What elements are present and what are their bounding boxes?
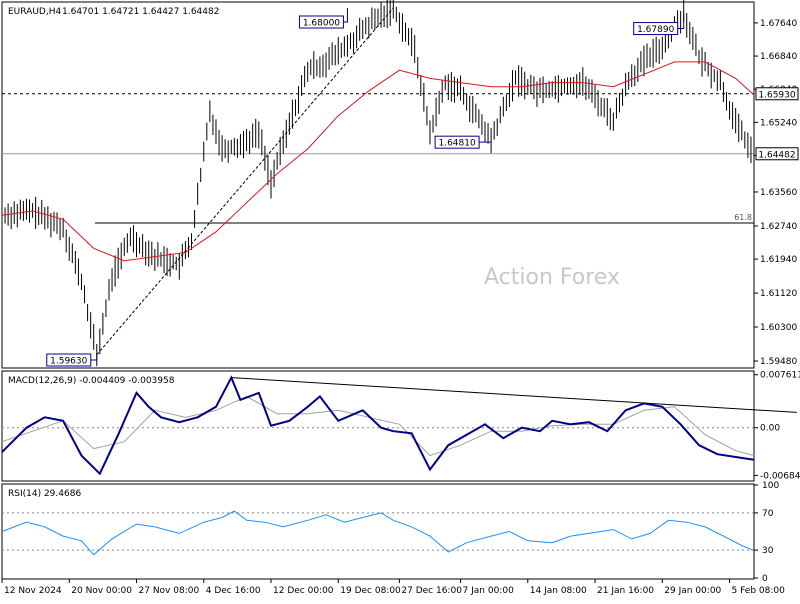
macd-line — [1, 375, 755, 476]
macd-signal-line — [1, 395, 755, 457]
rsi-tick-label: 30 — [762, 546, 774, 556]
x-tick-label: 29 Jan 00:00 — [664, 586, 721, 596]
moving-average-line — [1, 61, 755, 262]
rsi-tick-label: 100 — [762, 481, 779, 491]
annotation-connector — [677, 12, 685, 30]
macd-panel-frame — [1, 370, 755, 482]
annotation-box — [633, 22, 679, 36]
level-price-box-label: 1.65930 — [758, 90, 795, 100]
price-tick-label: 1.65240 — [760, 118, 797, 128]
price-tick-label: 1.63560 — [760, 188, 797, 198]
current-price-box — [755, 147, 799, 161]
price-tick-label: 1.67640 — [760, 19, 797, 29]
macd-tick-label: -0.00684 — [760, 471, 800, 481]
symbol-label: EURAUD,H4 — [8, 7, 61, 17]
x-tick-label: 14 Jan 08:00 — [530, 586, 587, 596]
x-tick-label: 27 Dec 16:00 — [401, 586, 462, 596]
price-tick-label: 1.59480 — [760, 357, 797, 367]
rsi-tick-label: 0 — [762, 574, 768, 584]
rsi-label: RSI(14) 29.4686 — [8, 489, 81, 499]
price-trendline — [96, 7, 394, 356]
annotation-box — [46, 353, 92, 367]
price-tick-label: 1.62740 — [760, 222, 797, 232]
annotation-box — [298, 15, 344, 29]
x-tick-label: 5 Feb 08:00 — [732, 586, 786, 596]
level-price-box — [755, 87, 799, 101]
price-layer: 61.8 1.59630 1.68000 1.64810 1.67890 — [1, 0, 755, 367]
annotation-label: 1.59630 — [50, 357, 87, 367]
macd-trendline — [231, 377, 797, 413]
annotation-connector — [343, 8, 348, 23]
macd-tick-label: 0.00 — [760, 424, 780, 434]
rsi-line — [1, 510, 755, 556]
macd-tick-label: 0.007611 — [760, 371, 800, 381]
macd-layer — [1, 375, 797, 476]
axis-layer: 1.676401.668401.660401.652401.644401.635… — [1, 19, 800, 596]
fib-618-label: 61.8 — [734, 213, 752, 222]
annotation-box — [434, 135, 480, 149]
price-tick-label: 1.61940 — [760, 255, 797, 265]
rsi-tick-label: 70 — [762, 509, 774, 519]
annotation-label: 1.68000 — [303, 19, 340, 29]
annotation-connector — [479, 140, 492, 143]
x-tick-label: 27 Nov 08:00 — [139, 586, 200, 596]
price-tick-label: 1.66840 — [760, 52, 797, 62]
price-panel-frame — [1, 1, 755, 369]
x-tick-label: 12 Dec 00:00 — [273, 586, 334, 596]
x-tick-label: 7 Jan 00:00 — [463, 586, 515, 596]
x-tick-label: 19 Dec 08:00 — [340, 586, 401, 596]
price-tick-label: 1.61120 — [760, 289, 797, 299]
macd-label: MACD(12,26,9) -0.004409 -0.003958 — [8, 376, 175, 386]
current-price-box-label: 1.64482 — [758, 150, 795, 160]
x-tick-label: 21 Jan 16:00 — [597, 586, 654, 596]
price-tick-label: 1.60300 — [760, 323, 797, 333]
x-tick-label: 4 Dec 16:00 — [206, 586, 261, 596]
ohlc-label: 1.64701 1.64721 1.64427 1.64482 — [62, 7, 219, 17]
x-tick-label: 20 Nov 00:00 — [71, 586, 132, 596]
annotation-label: 1.64810 — [438, 139, 475, 149]
rsi-layer — [1, 510, 755, 556]
x-tick-label: 12 Nov 2024 — [4, 586, 62, 596]
annotation-label: 1.67890 — [637, 25, 674, 35]
annotation-connector — [90, 354, 98, 361]
watermark-text: Action Forex — [484, 265, 620, 290]
